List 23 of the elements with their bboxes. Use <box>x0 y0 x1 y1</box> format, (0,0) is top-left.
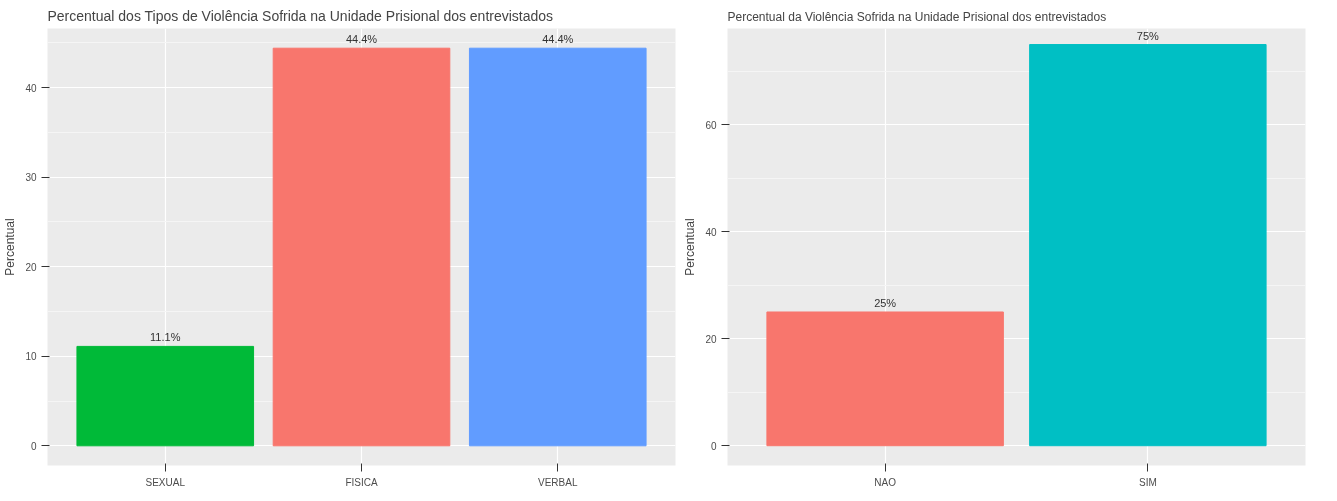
data-label: 75% <box>1136 29 1160 42</box>
x-tick-label: VERBAL <box>538 476 578 488</box>
data-label: 44.4% <box>542 33 574 46</box>
y-tick-label: 60 <box>705 119 717 131</box>
y-tick-label: 0 <box>30 440 37 452</box>
chart-title: Percentual da Violência Sofrida na Unidade Prisional dos entrevistados <box>727 9 1107 24</box>
data-label: 25% <box>874 296 897 309</box>
y-tick-label: 0 <box>710 440 717 452</box>
y-tick-label: 40 <box>705 226 717 238</box>
data-label: 11.1% <box>150 331 181 344</box>
y-axis-title: Percentual <box>3 218 18 276</box>
y-tick-label: 10 <box>25 351 37 363</box>
data-label: 44.4% <box>345 33 378 46</box>
y-tick-label: 20 <box>25 261 37 273</box>
x-tick-label: NAO <box>874 476 897 488</box>
y-axis-title: Percentual <box>683 218 698 276</box>
x-tick-label: SEXUAL <box>145 476 186 488</box>
x-tick-label: SIM <box>1138 476 1157 488</box>
chart-title: Percentual dos Tipos de Violência Sofrida na Unidade Prisional dos entrevistados <box>47 7 554 24</box>
y-tick-label: 30 <box>25 172 37 184</box>
y-tick-label: 40 <box>25 82 37 94</box>
y-tick-label: 20 <box>705 333 717 345</box>
x-tick-label: FISICA <box>345 476 378 488</box>
